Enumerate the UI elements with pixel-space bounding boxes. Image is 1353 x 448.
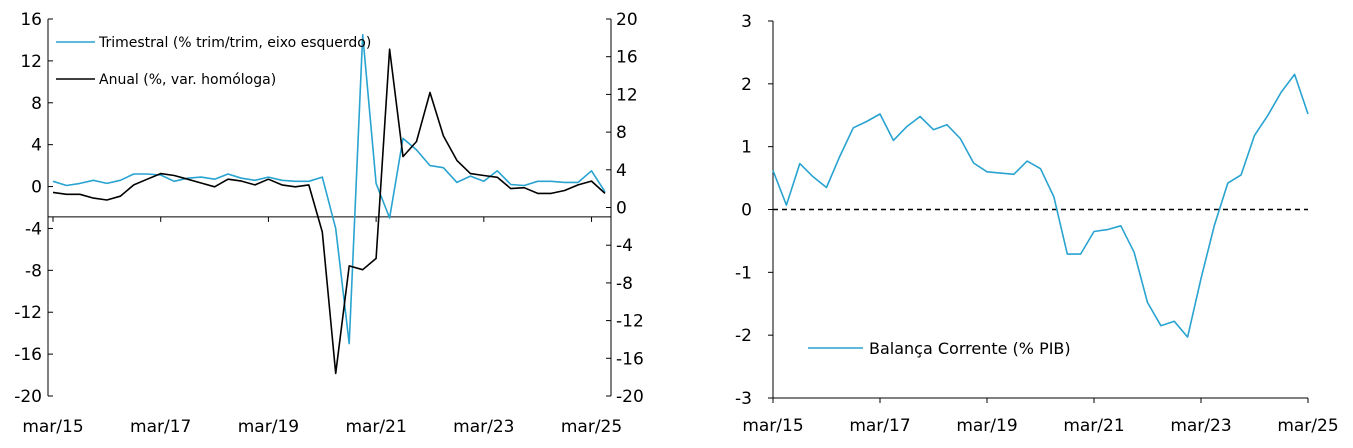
x-tick-label-balance: mar/25 [1277,416,1338,436]
left-y-tick-label: -12 [14,303,42,323]
x-tick-label: mar/25 [561,417,622,437]
right-y-tick-label: -4 [616,236,633,256]
right-y-tick-label: 16 [616,48,638,68]
x-tick-label: mar/17 [130,417,191,437]
x-tick-label: mar/19 [238,417,299,437]
series-line-trimestral [52,33,606,345]
right-y-tick-label: 8 [616,123,627,143]
y-tick-label-balance: 2 [741,75,752,95]
y-tick-label-balance: 1 [741,138,752,158]
legend-label-anual: Anual (%, var. homóloga) [99,72,276,88]
y-tick-label-balance: -3 [735,389,752,409]
series-line-anual [52,48,606,375]
x-tick-label-balance: mar/19 [956,416,1017,436]
right-y-tick-label: -12 [616,312,644,332]
right-y-tick-label: 0 [616,199,627,219]
x-tick-label: mar/23 [453,417,514,437]
left-y-tick-label: -16 [14,345,42,365]
right-y-tick-label: -16 [616,349,644,369]
x-tick-label-balance: mar/21 [1063,416,1124,436]
y-tick-label-balance: -2 [735,326,752,346]
right-y-tick-label: 20 [616,10,638,30]
x-tick-label-balance: mar/15 [742,416,803,436]
legend-label-trimestral: Trimestral (% trim/trim, eixo esquerdo) [98,35,371,51]
left-y-tick-label: -4 [25,219,42,239]
left-y-tick-label: 4 [31,136,42,156]
x-tick-label: mar/15 [22,417,83,437]
x-tick-label-balance: mar/23 [1170,416,1231,436]
left-y-tick-label: -8 [25,261,42,281]
y-tick-label-balance: 3 [741,12,752,32]
legend-label-balanca-corrente: Balança Corrente (% PIB) [869,339,1071,358]
left-y-tick-label: -20 [14,387,42,407]
left-y-tick-label: 12 [20,52,42,72]
right-y-tick-label: 12 [616,85,638,105]
right-y-tick-label: -8 [616,274,633,294]
left-y-tick-label: 8 [31,94,42,114]
series-line-balanca-corrente [772,73,1309,338]
y-tick-label-balance: 0 [741,201,752,221]
right-y-tick-label: -20 [616,387,644,407]
left-y-tick-label: 0 [31,178,42,198]
x-tick-label-balance: mar/17 [849,416,910,436]
left-y-tick-label: 16 [20,10,42,30]
right-y-tick-label: 4 [616,161,627,181]
y-tick-label-balance: -1 [735,263,752,283]
x-tick-label: mar/21 [345,417,406,437]
